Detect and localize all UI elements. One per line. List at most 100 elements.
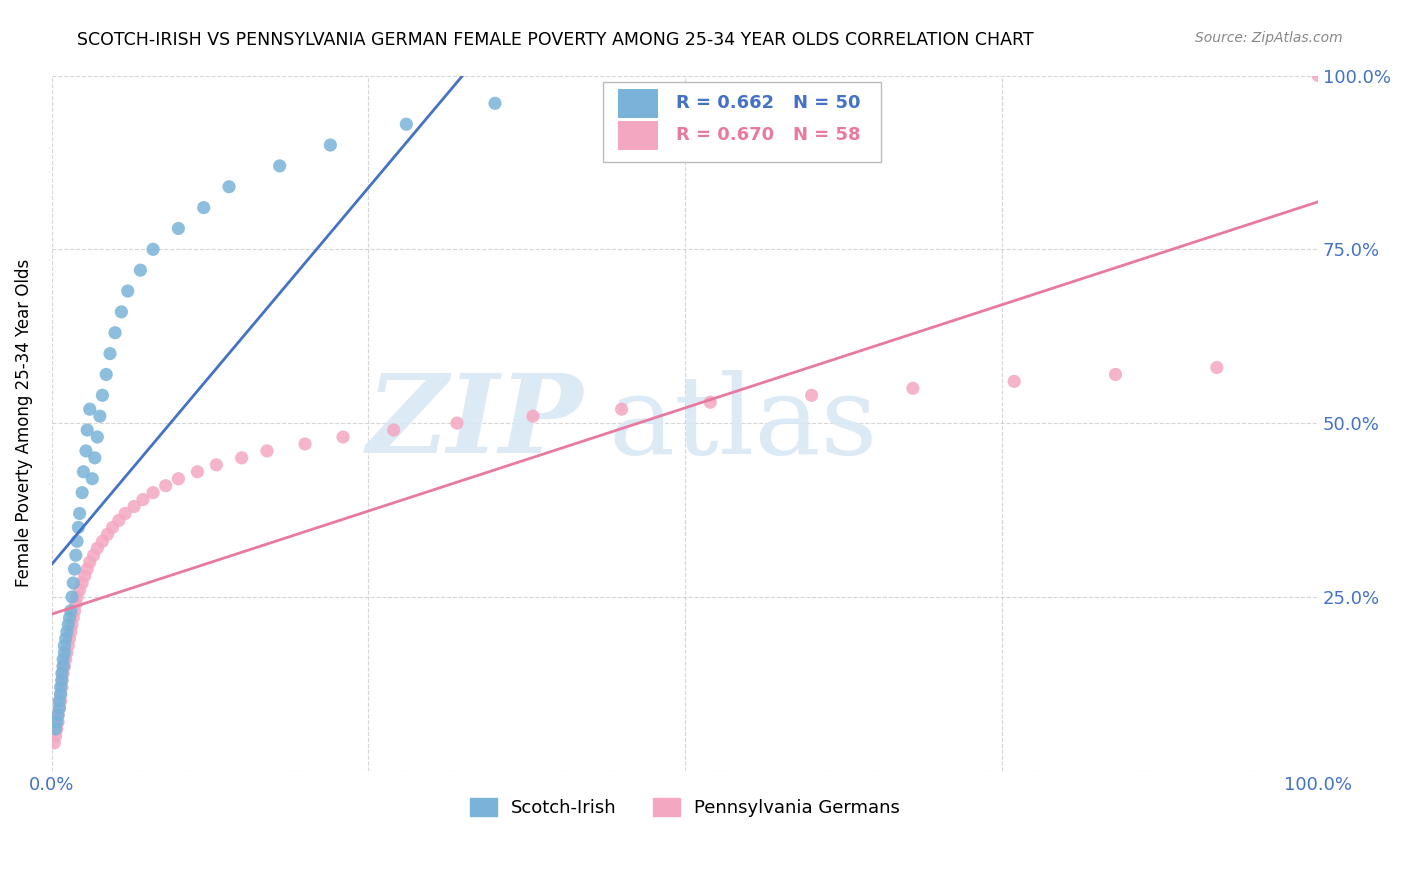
Bar [617, 88, 658, 118]
Point [96, 368, 118, 382]
Point [45, 729, 67, 743]
Point [89, 409, 111, 424]
Point [51, 673, 73, 688]
Point [48, 694, 70, 708]
Point [319, 138, 342, 153]
Point [699, 82, 721, 96]
Point [56, 646, 79, 660]
Point [101, 520, 124, 534]
Point [75, 444, 97, 458]
Point [186, 465, 208, 479]
Point [96, 527, 118, 541]
Text: N = 58: N = 58 [793, 127, 860, 145]
Point [63, 604, 86, 618]
Y-axis label: Female Poverty Among 25-34 Year Olds: Female Poverty Among 25-34 Year Olds [15, 259, 32, 587]
Point [52, 659, 75, 673]
Point [49, 694, 72, 708]
Point [49, 687, 72, 701]
Point [69, 507, 91, 521]
Point [132, 492, 155, 507]
Point [73, 569, 96, 583]
Point [83, 548, 105, 562]
Point [58, 632, 80, 646]
Point [56, 624, 79, 639]
Point [49, 680, 72, 694]
Point [1308, 69, 1330, 83]
Point [395, 117, 418, 131]
Point [142, 485, 165, 500]
Point [51, 673, 73, 688]
Point [48, 694, 70, 708]
Point [205, 458, 228, 472]
Point [66, 590, 89, 604]
Point [122, 500, 145, 514]
Point [82, 472, 104, 486]
Point [800, 388, 823, 402]
Point [72, 465, 94, 479]
Point [58, 611, 80, 625]
Point [62, 611, 84, 625]
Point [53, 646, 76, 660]
Text: R = 0.662: R = 0.662 [676, 95, 775, 112]
Legend: Scotch-Irish, Pennsylvania Germans: Scotch-Irish, Pennsylvania Germans [463, 790, 907, 824]
Point [49, 687, 72, 701]
Point [129, 263, 152, 277]
Point [52, 659, 75, 673]
Point [52, 652, 75, 666]
Point [46, 708, 69, 723]
Point [256, 444, 278, 458]
Point [110, 305, 132, 319]
Point [48, 701, 70, 715]
Point [53, 639, 76, 653]
Text: SCOTCH-IRISH VS PENNSYLVANIA GERMAN FEMALE POVERTY AMONG 25-34 YEAR OLDS CORRELA: SCOTCH-IRISH VS PENNSYLVANIA GERMAN FEMA… [77, 31, 1033, 49]
Point [218, 179, 240, 194]
Point [70, 576, 93, 591]
Point [59, 624, 82, 639]
Point [117, 284, 139, 298]
Point [231, 450, 253, 465]
Point [484, 96, 506, 111]
Point [142, 242, 165, 256]
Point [48, 701, 70, 715]
Point [63, 562, 86, 576]
Point [294, 437, 316, 451]
Point [91, 388, 114, 402]
Point [382, 423, 405, 437]
Point [1002, 375, 1025, 389]
Text: Source: ZipAtlas.com: Source: ZipAtlas.com [1195, 31, 1343, 45]
Point [167, 472, 190, 486]
Bar [617, 120, 658, 150]
Point [332, 430, 354, 444]
Point [46, 708, 69, 723]
Point [1104, 368, 1126, 382]
Point [58, 617, 80, 632]
Point [86, 430, 108, 444]
Point [522, 409, 544, 424]
Text: R = 0.670: R = 0.670 [676, 127, 775, 145]
Point [69, 582, 91, 597]
Point [44, 736, 66, 750]
Point [98, 346, 121, 360]
Point [58, 639, 80, 653]
Point [46, 714, 69, 729]
Point [104, 326, 127, 340]
Point [65, 597, 87, 611]
Point [1205, 360, 1227, 375]
Point [155, 478, 177, 492]
Point [114, 507, 136, 521]
Text: N = 50: N = 50 [793, 95, 860, 112]
Text: atlas: atlas [609, 369, 879, 476]
Point [45, 722, 67, 736]
Point [51, 666, 73, 681]
Point [699, 395, 721, 409]
Point [83, 450, 105, 465]
Point [62, 576, 84, 591]
Point [86, 541, 108, 556]
Point [79, 402, 101, 417]
Point [167, 221, 190, 235]
Point [193, 201, 215, 215]
Point [45, 714, 67, 729]
Point [55, 632, 77, 646]
Point [108, 513, 131, 527]
Point [79, 555, 101, 569]
